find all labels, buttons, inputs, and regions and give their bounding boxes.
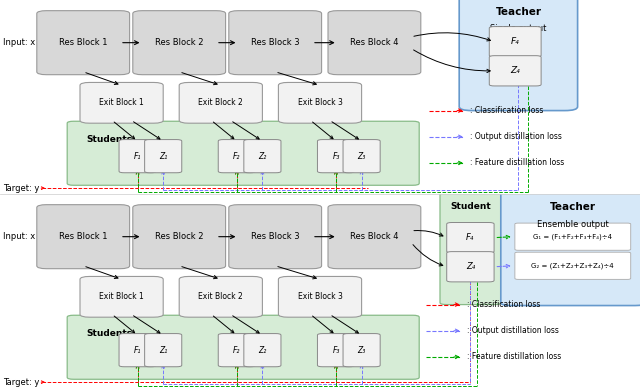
FancyBboxPatch shape: [515, 223, 631, 250]
Text: F₄: F₄: [511, 37, 520, 46]
FancyBboxPatch shape: [80, 276, 163, 317]
Text: : Output distillation loss: : Output distillation loss: [470, 132, 563, 141]
FancyBboxPatch shape: [317, 334, 355, 367]
FancyBboxPatch shape: [80, 83, 163, 123]
Text: Input: x →: Input: x →: [3, 232, 45, 241]
Text: Z₃: Z₃: [358, 346, 365, 355]
FancyBboxPatch shape: [244, 140, 281, 173]
Text: Res Block 3: Res Block 3: [251, 232, 300, 241]
FancyBboxPatch shape: [119, 334, 156, 367]
FancyBboxPatch shape: [328, 205, 421, 268]
Text: Z₁: Z₁: [159, 152, 167, 161]
FancyBboxPatch shape: [37, 205, 130, 268]
Text: Z₄: Z₄: [510, 66, 520, 75]
Text: Exit Block 3: Exit Block 3: [298, 292, 342, 301]
FancyBboxPatch shape: [145, 334, 182, 367]
Text: Exit Block 2: Exit Block 2: [198, 292, 243, 301]
Text: Teacher: Teacher: [495, 7, 541, 17]
Text: Res Block 2: Res Block 2: [155, 38, 204, 47]
Text: : Feature distillation loss: : Feature distillation loss: [467, 352, 561, 362]
Text: Res Block 3: Res Block 3: [251, 38, 300, 47]
Text: F₃: F₃: [332, 152, 340, 161]
FancyBboxPatch shape: [37, 11, 130, 74]
Text: G₂ = (Z₁+Z₂+Z₃+Z₄)÷4: G₂ = (Z₁+Z₂+Z₃+Z₄)÷4: [531, 263, 614, 269]
FancyBboxPatch shape: [145, 140, 182, 173]
Text: G₁ = (F₁+F₂+F₃+F₄)÷4: G₁ = (F₁+F₂+F₃+F₄)÷4: [533, 234, 612, 240]
FancyBboxPatch shape: [328, 11, 421, 74]
FancyBboxPatch shape: [119, 140, 156, 173]
Text: Student: Student: [450, 202, 491, 211]
FancyBboxPatch shape: [343, 334, 380, 367]
FancyBboxPatch shape: [179, 276, 262, 317]
Text: Res Block 4: Res Block 4: [350, 232, 399, 241]
Text: Ensemble output: Ensemble output: [537, 220, 609, 229]
Text: Res Block 2: Res Block 2: [155, 232, 204, 241]
Text: F₁: F₁: [134, 346, 141, 355]
FancyBboxPatch shape: [317, 140, 355, 173]
Text: : Classification loss: : Classification loss: [467, 300, 541, 309]
Text: Students: Students: [86, 329, 132, 338]
FancyBboxPatch shape: [133, 205, 226, 268]
FancyBboxPatch shape: [447, 222, 494, 253]
FancyBboxPatch shape: [278, 83, 362, 123]
Text: F₂: F₂: [233, 346, 241, 355]
Text: : Classification loss: : Classification loss: [470, 106, 544, 115]
FancyBboxPatch shape: [133, 11, 226, 74]
Text: F₄: F₄: [467, 233, 474, 242]
Text: Students: Students: [86, 135, 132, 144]
FancyBboxPatch shape: [229, 11, 321, 74]
FancyBboxPatch shape: [447, 252, 494, 282]
Text: F₃: F₃: [332, 346, 340, 355]
FancyBboxPatch shape: [218, 334, 255, 367]
Text: Z₂: Z₂: [259, 346, 266, 355]
Text: Exit Block 3: Exit Block 3: [298, 98, 342, 107]
Text: Exit Block 2: Exit Block 2: [198, 98, 243, 107]
Text: F₂: F₂: [233, 152, 241, 161]
Text: Target: y: Target: y: [3, 378, 40, 387]
FancyBboxPatch shape: [218, 140, 255, 173]
FancyBboxPatch shape: [67, 121, 419, 185]
FancyBboxPatch shape: [500, 191, 640, 306]
Text: Z₃: Z₃: [358, 152, 365, 161]
FancyBboxPatch shape: [67, 315, 419, 379]
Text: : Feature distillation loss: : Feature distillation loss: [470, 158, 564, 168]
Text: Exit Block 1: Exit Block 1: [99, 292, 144, 301]
FancyBboxPatch shape: [490, 55, 541, 86]
Text: : Output distillation loss: : Output distillation loss: [467, 326, 559, 335]
FancyBboxPatch shape: [343, 140, 380, 173]
FancyBboxPatch shape: [460, 0, 578, 111]
Text: Z₄: Z₄: [466, 262, 475, 271]
Text: Teacher: Teacher: [550, 202, 596, 211]
Text: Res Block 4: Res Block 4: [350, 38, 399, 47]
FancyBboxPatch shape: [515, 252, 631, 279]
FancyBboxPatch shape: [179, 83, 262, 123]
Text: Res Block 1: Res Block 1: [59, 232, 108, 241]
Text: Res Block 1: Res Block 1: [59, 38, 108, 47]
FancyBboxPatch shape: [244, 334, 281, 367]
Text: Single output: Single output: [490, 24, 547, 33]
Text: Z₂: Z₂: [259, 152, 266, 161]
Text: Input: x →: Input: x →: [3, 38, 45, 47]
FancyBboxPatch shape: [440, 192, 500, 305]
Text: Target: y: Target: y: [3, 184, 40, 193]
FancyBboxPatch shape: [490, 26, 541, 57]
FancyBboxPatch shape: [278, 276, 362, 317]
Text: Exit Block 1: Exit Block 1: [99, 98, 144, 107]
Text: Z₁: Z₁: [159, 346, 167, 355]
FancyBboxPatch shape: [229, 205, 321, 268]
Text: F₁: F₁: [134, 152, 141, 161]
